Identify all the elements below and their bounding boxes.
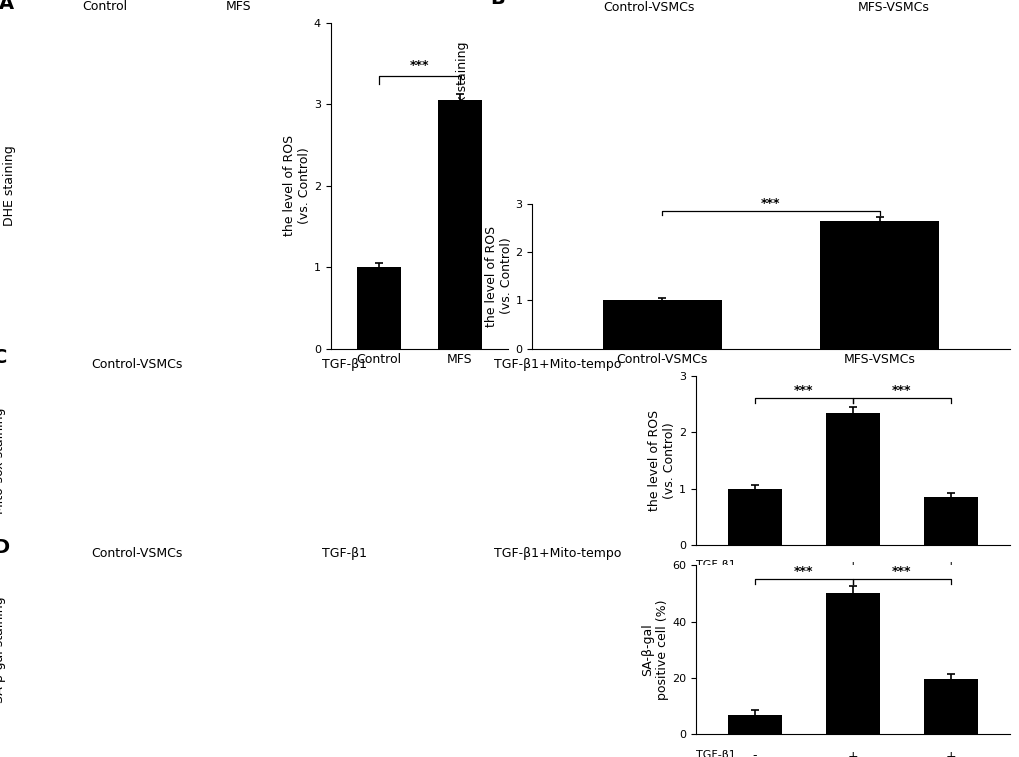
Text: ***: *** <box>410 59 429 73</box>
Bar <box>923 679 977 734</box>
Text: MFS-VSMCs: MFS-VSMCs <box>857 1 928 14</box>
Text: -: - <box>752 749 756 757</box>
Text: SA-β-gal staining: SA-β-gal staining <box>0 597 6 703</box>
Text: DHE staining: DHE staining <box>3 145 15 226</box>
Text: -: - <box>752 560 756 573</box>
Bar <box>923 497 977 545</box>
Bar <box>357 267 400 348</box>
Text: +: + <box>945 749 956 757</box>
Text: Mito-sox staining: Mito-sox staining <box>455 42 469 148</box>
Text: ***: *** <box>892 565 911 578</box>
Text: C: C <box>0 348 7 367</box>
Text: D: D <box>0 537 9 557</box>
Y-axis label: the level of ROS
(vs. Control): the level of ROS (vs. Control) <box>648 410 676 511</box>
Text: Control: Control <box>83 0 127 13</box>
Y-axis label: the level of ROS
(vs. Control): the level of ROS (vs. Control) <box>282 135 311 236</box>
Bar <box>602 301 721 348</box>
Text: TGF-β1+Mito-tempo: TGF-β1+Mito-tempo <box>493 547 621 560</box>
Text: +: + <box>945 575 956 588</box>
Text: MFS: MFS <box>225 0 251 13</box>
Text: +: + <box>945 560 956 573</box>
Text: TGF-β1: TGF-β1 <box>695 749 735 757</box>
Text: +: + <box>847 749 857 757</box>
Text: -: - <box>850 575 854 588</box>
Text: Control-VSMCs: Control-VSMCs <box>92 547 182 560</box>
Text: TGF-β1+Mito-tempo: TGF-β1+Mito-tempo <box>493 358 621 371</box>
Text: -: - <box>752 575 756 588</box>
Text: TGF-β1: TGF-β1 <box>322 547 367 560</box>
Text: ***: *** <box>794 565 813 578</box>
Text: TGF-β1: TGF-β1 <box>695 560 735 570</box>
Bar <box>437 100 482 348</box>
Text: B: B <box>490 0 504 8</box>
Y-axis label: SA-β-gal
positive cell (%): SA-β-gal positive cell (%) <box>641 600 668 700</box>
Text: Control-VSMCs: Control-VSMCs <box>92 358 182 371</box>
Text: Mito-sox staining: Mito-sox staining <box>0 407 6 514</box>
Bar <box>825 413 879 545</box>
Bar <box>825 593 879 734</box>
Bar <box>728 488 781 545</box>
Text: ***: *** <box>892 384 911 397</box>
Bar <box>728 715 781 734</box>
Text: Control-VSMCs: Control-VSMCs <box>602 1 694 14</box>
Text: ***: *** <box>760 197 780 210</box>
Y-axis label: the level of ROS
(vs. Control): the level of ROS (vs. Control) <box>484 226 512 327</box>
Text: Mito-tempo: Mito-tempo <box>695 575 759 585</box>
Bar <box>819 220 938 348</box>
Text: A: A <box>0 0 13 13</box>
Text: ***: *** <box>794 384 813 397</box>
Text: +: + <box>847 560 857 573</box>
Text: TGF-β1: TGF-β1 <box>322 358 367 371</box>
